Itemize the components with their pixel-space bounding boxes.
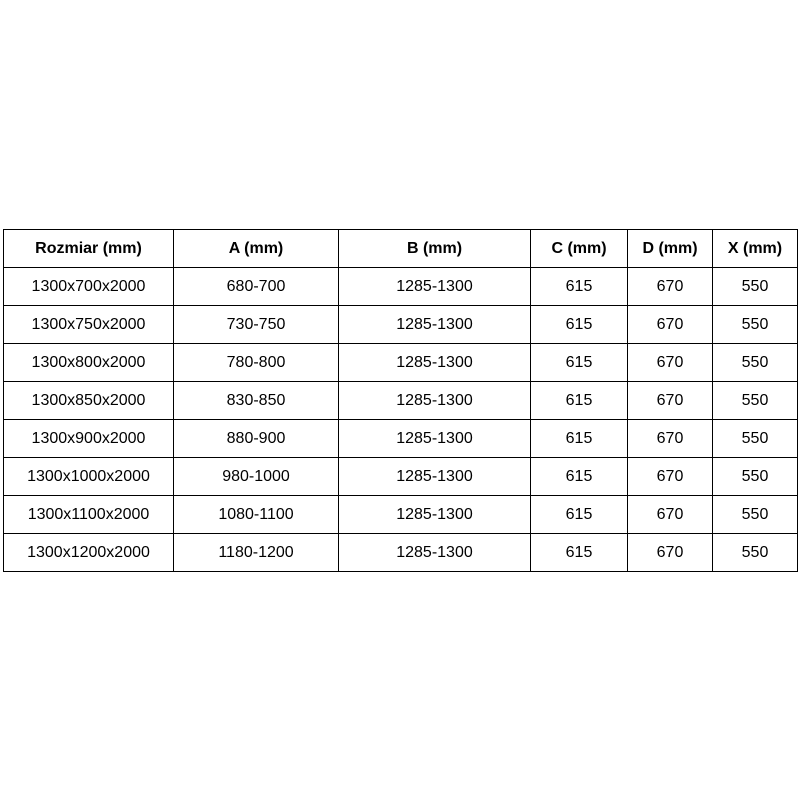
cell-b: 1285-1300 [338,267,531,306]
cell-b: 1285-1300 [338,533,531,572]
cell-size: 1300x800x2000 [3,343,174,382]
cell-a: 780-800 [173,343,339,382]
table-row: 1300x750x2000 730-750 1285-1300 615 670 550 [3,305,798,344]
cell-x: 550 [712,495,798,534]
header-a: A (mm) [173,229,339,268]
header-size: Rozmiar (mm) [3,229,174,268]
table-row: 1300x1100x2000 1080-1100 1285-1300 615 670 55… [3,495,798,534]
cell-a: 730-750 [173,305,339,344]
cell-d: 670 [627,419,713,458]
cell-c: 615 [530,343,628,382]
cell-b: 1285-1300 [338,343,531,382]
cell-x: 550 [712,457,798,496]
header-x: X (mm) [712,229,798,268]
cell-a: 680-700 [173,267,339,306]
table-row: 1300x800x2000 780-800 1285-1300 615 670 550 [3,343,798,382]
cell-d: 670 [627,533,713,572]
cell-c: 615 [530,381,628,420]
cell-x: 550 [712,381,798,420]
cell-c: 615 [530,533,628,572]
cell-b: 1285-1300 [338,495,531,534]
cell-c: 615 [530,267,628,306]
cell-d: 670 [627,381,713,420]
cell-c: 615 [530,305,628,344]
cell-b: 1285-1300 [338,457,531,496]
cell-d: 670 [627,495,713,534]
cell-x: 550 [712,305,798,344]
header-c: C (mm) [530,229,628,268]
cell-size: 1300x1100x2000 [3,495,174,534]
cell-x: 550 [712,419,798,458]
cell-d: 670 [627,267,713,306]
cell-d: 670 [627,305,713,344]
cell-x: 550 [712,343,798,382]
cell-size: 1300x1000x2000 [3,457,174,496]
cell-b: 1285-1300 [338,305,531,344]
cell-a: 880-900 [173,419,339,458]
cell-x: 550 [712,267,798,306]
cell-b: 1285-1300 [338,419,531,458]
cell-size: 1300x850x2000 [3,381,174,420]
cell-d: 670 [627,343,713,382]
cell-size: 1300x700x2000 [3,267,174,306]
cell-a: 830-850 [173,381,339,420]
cell-c: 615 [530,419,628,458]
table-row: 1300x700x2000 680-700 1285-1300 615 670 550 [3,267,798,306]
cell-b: 1285-1300 [338,381,531,420]
header-b: B (mm) [338,229,531,268]
cell-a: 1080-1100 [173,495,339,534]
cell-x: 550 [712,533,798,572]
cell-a: 1180-1200 [173,533,339,572]
cell-c: 615 [530,457,628,496]
table-row: 1300x900x2000 880-900 1285-1300 615 670 550 [3,419,798,458]
cell-size: 1300x1200x2000 [3,533,174,572]
table-row: 1300x850x2000 830-850 1285-1300 615 670 550 [3,381,798,420]
cell-size: 1300x900x2000 [3,419,174,458]
cell-d: 670 [627,457,713,496]
cell-c: 615 [530,495,628,534]
header-row: Rozmiar (mm) A (mm) B (mm) C (mm) D (mm)… [3,229,798,268]
table-row: 1300x1000x2000 980-1000 1285-1300 615 670 550 [3,457,798,496]
header-d: D (mm) [627,229,713,268]
cell-a: 980-1000 [173,457,339,496]
cell-size: 1300x750x2000 [3,305,174,344]
table-row: 1300x1200x2000 1180-1200 1285-1300 615 670 55… [3,533,798,572]
dimensions-table: Rozmiar (mm) A (mm) B (mm) C (mm) D (mm)… [3,229,798,572]
